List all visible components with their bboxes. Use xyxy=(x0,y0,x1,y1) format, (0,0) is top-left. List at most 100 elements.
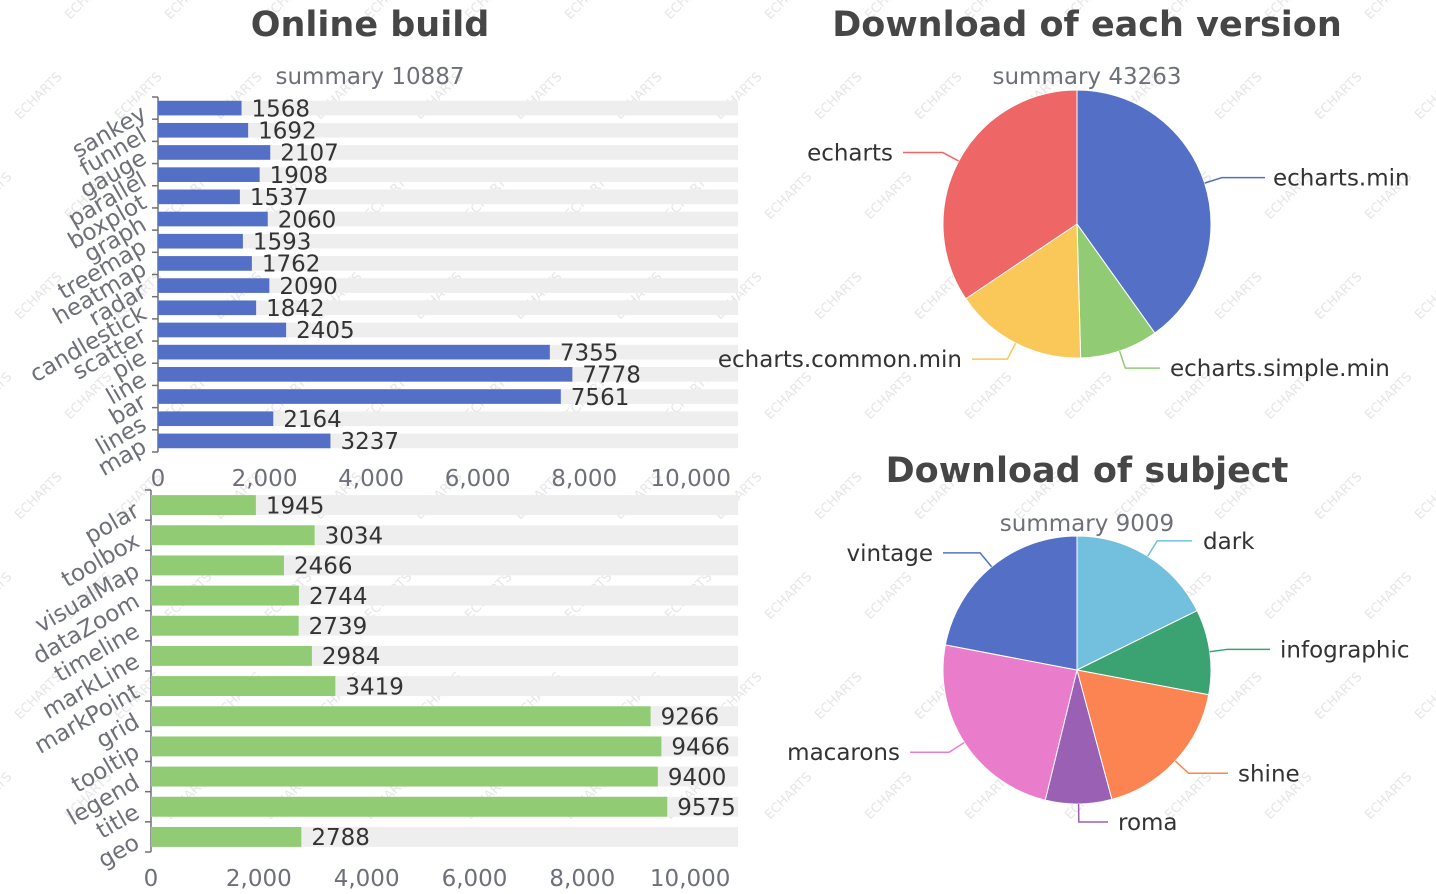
pie-slice-label: echarts.simple.min xyxy=(1170,356,1390,382)
bar-value-label: 1762 xyxy=(262,252,321,278)
x-tick-label: 10,000 xyxy=(650,866,730,892)
watermark-text: ECHARTS xyxy=(0,770,15,823)
x-tick-label: 2,000 xyxy=(232,466,298,492)
x-tick-label: 10,000 xyxy=(651,466,731,492)
watermark-text: ECHARTS xyxy=(812,470,865,523)
pie-label-line xyxy=(910,741,965,753)
pie-slice-label: dark xyxy=(1203,529,1255,555)
bar xyxy=(151,555,284,576)
pie-slice xyxy=(942,89,1078,300)
bar xyxy=(158,167,260,182)
bar xyxy=(158,256,252,271)
bar-background xyxy=(158,167,738,182)
bar-value-label: 2107 xyxy=(280,141,339,167)
version-pie-plot: echarts.min echarts.simple.min echarts.com… xyxy=(718,89,1410,382)
watermark-text: ECHARTS xyxy=(862,370,915,423)
watermark-text: ECHARTS xyxy=(0,0,15,23)
watermark-text: ECHARTS xyxy=(762,770,815,823)
pie-label-line xyxy=(972,342,1017,360)
bar xyxy=(158,145,271,160)
bar-background xyxy=(158,189,738,205)
bar xyxy=(158,233,243,249)
pie-label-line xyxy=(943,552,993,568)
watermark-text: ECHARTS xyxy=(762,170,815,223)
bar-value-label: 9575 xyxy=(677,795,736,821)
x-tick-label: 0 xyxy=(151,466,166,492)
watermark-text: ECHARTS xyxy=(62,0,115,23)
pie-slice xyxy=(1075,609,1212,696)
bar-background xyxy=(158,278,738,293)
subject-pie-chart: Download of subject summary 9009 dark inf… xyxy=(787,451,1409,836)
bar-background xyxy=(151,495,738,516)
watermark-text: ECHARTS xyxy=(962,370,1015,423)
bar-value-label: 9266 xyxy=(661,705,720,731)
watermark-text: ECHARTS xyxy=(1362,570,1415,623)
x-tick-label: 6,000 xyxy=(445,466,511,492)
x-tick-label: 8,000 xyxy=(549,866,615,892)
bar xyxy=(151,615,299,636)
bar-background xyxy=(158,145,738,160)
version-pie-title: Download of each version xyxy=(832,5,1342,45)
watermark-text: ECHARTS xyxy=(1262,570,1315,623)
pie-label-line xyxy=(1118,350,1160,369)
version-pie-chart: Download of each version summary 43263 e… xyxy=(718,5,1410,382)
subject-pie-title: Download of subject xyxy=(886,451,1289,491)
pie-label-line xyxy=(1174,760,1228,775)
watermark-text: ECHARTS xyxy=(1412,270,1436,323)
bar-value-label: 9400 xyxy=(668,765,727,791)
bar-background xyxy=(158,233,738,249)
watermark-text: ECHARTS xyxy=(12,70,65,123)
bar-value-label: 2090 xyxy=(279,274,338,300)
bar xyxy=(158,211,268,227)
bar-background xyxy=(158,211,738,227)
watermark-text: ECHARTS xyxy=(12,470,65,523)
watermark-text: ECHARTS xyxy=(812,670,865,723)
bar-value-label: 2739 xyxy=(309,614,368,640)
bar xyxy=(151,796,668,817)
bar xyxy=(158,278,270,293)
bar xyxy=(151,706,651,727)
bar xyxy=(158,122,249,138)
pie-slice-label: echarts xyxy=(807,141,893,167)
bar-background xyxy=(158,100,738,116)
watermark-text: ECHARTS xyxy=(762,370,815,423)
watermark-text: ECHARTS xyxy=(0,570,15,623)
bar xyxy=(151,525,315,546)
bar xyxy=(151,645,312,666)
bar xyxy=(151,676,336,697)
watermark-text: ECHARTS xyxy=(1062,370,1115,423)
bar-background xyxy=(158,322,738,338)
bar xyxy=(158,322,287,338)
watermark-text: ECHARTS xyxy=(1212,670,1265,723)
x-tick-label: 4,000 xyxy=(334,866,400,892)
watermark-text: ECHARTS xyxy=(562,0,615,23)
subject-pie-subtitle: summary 9009 xyxy=(1000,511,1174,537)
bar-background xyxy=(151,555,738,576)
bar-value-label: 1537 xyxy=(250,185,309,211)
pie-label-line xyxy=(903,151,960,162)
bar-value-label: 1568 xyxy=(252,96,311,122)
bar xyxy=(151,736,662,757)
bar-value-label: 3419 xyxy=(345,674,404,700)
bar-value-label: 1842 xyxy=(266,296,325,322)
bar xyxy=(158,189,240,205)
watermark-text: ECHARTS xyxy=(1212,70,1265,123)
x-tick-label: 0 xyxy=(144,866,159,892)
bar-value-label: 1945 xyxy=(266,493,325,519)
watermark-text: ECHARTS xyxy=(1412,70,1436,123)
watermark-text: ECHARTS xyxy=(1412,670,1436,723)
bar-value-label: 1692 xyxy=(258,119,317,145)
bar-value-label: 1908 xyxy=(270,163,329,189)
pie-slice-label: macarons xyxy=(787,740,900,766)
bar-background xyxy=(158,122,738,138)
watermark-text: ECHARTS xyxy=(162,0,215,23)
pie-label-line xyxy=(1204,176,1265,184)
bar xyxy=(151,826,302,847)
bar xyxy=(158,344,550,360)
pie-slice-label: echarts.common.min xyxy=(718,347,962,373)
pie-label-line xyxy=(1077,803,1108,823)
watermark-text: ECHARTS xyxy=(1312,270,1365,323)
pie-slice-label: vintage xyxy=(847,541,933,567)
